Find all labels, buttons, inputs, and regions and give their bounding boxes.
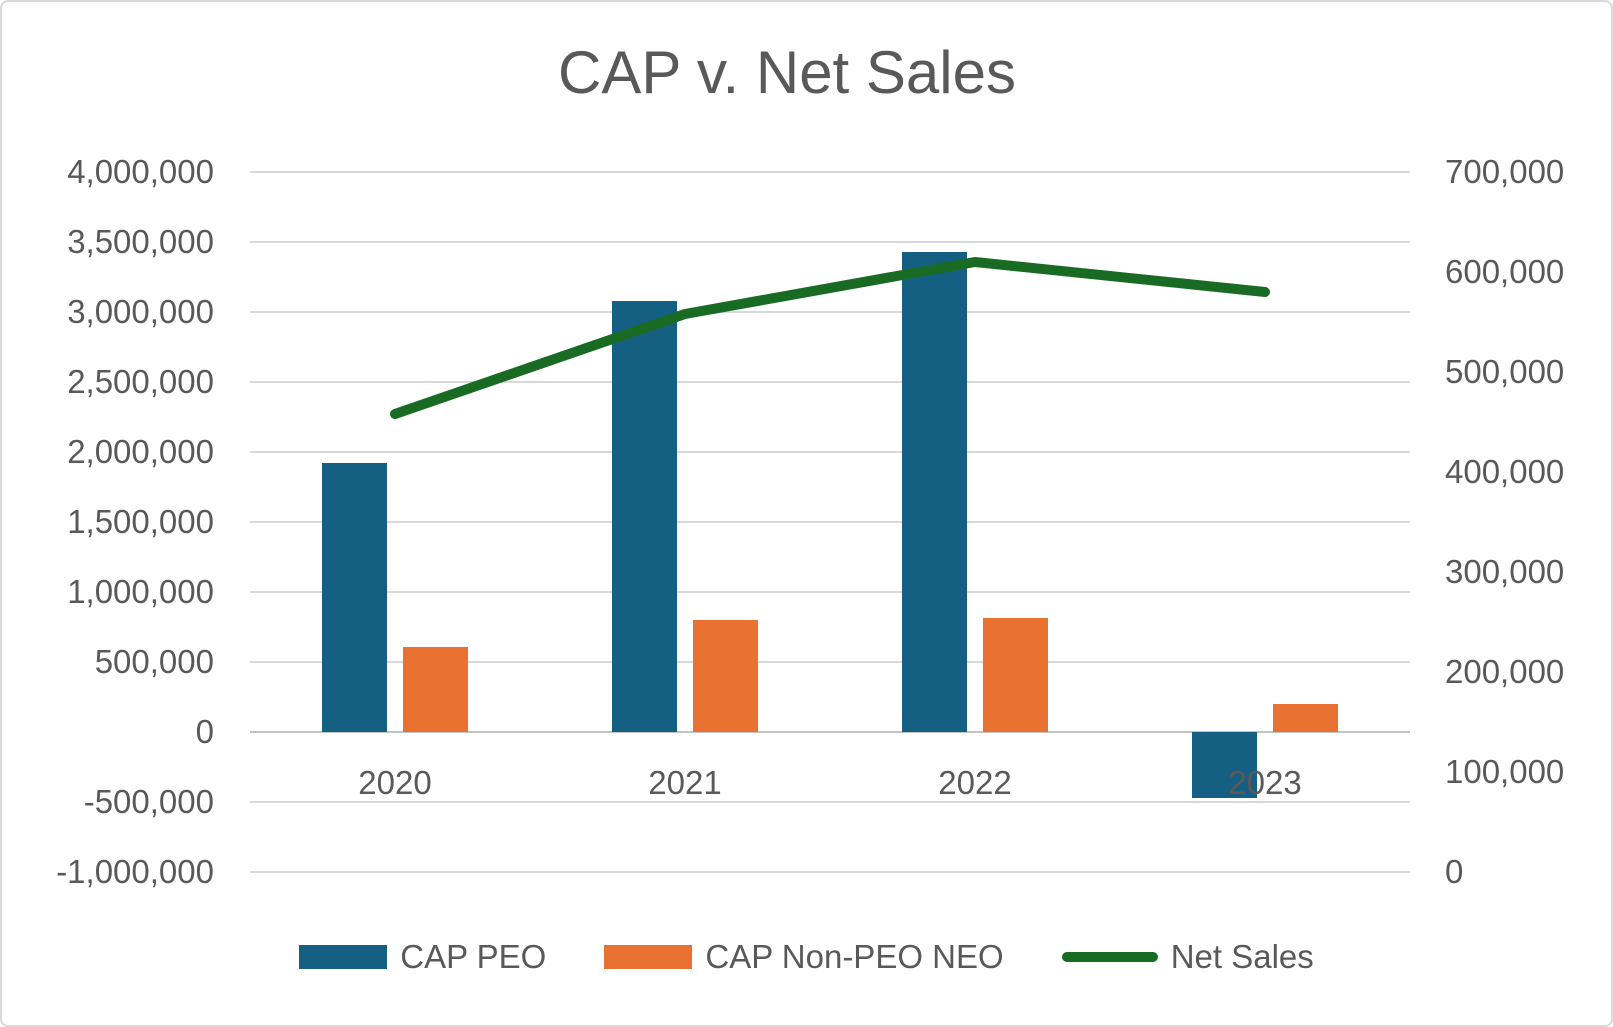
right-axis-tick-label: 0 (1445, 853, 1464, 890)
gridline (250, 661, 1410, 663)
x-axis-label: 2020 (358, 764, 432, 801)
bar-cap-peo-2023 (1192, 732, 1257, 798)
left-axis-tick-label: 2,000,000 (67, 433, 214, 470)
legend-item-net-sales: Net Sales (1061, 938, 1314, 976)
bar-cap-peo-2021 (612, 300, 677, 732)
gridline (250, 311, 1410, 313)
bar-cap-non-peo-neo-2021 (693, 620, 758, 732)
legend-label: Net Sales (1170, 938, 1314, 975)
left-axis-tick-label: 500,000 (94, 643, 214, 680)
right-axis-tick-label: 700,000 (1445, 153, 1565, 190)
legend-label: CAP Non-PEO NEO (705, 938, 1004, 975)
legend-item-cap-non-peo-neo: CAP Non-PEO NEO (604, 938, 1004, 976)
gridline (250, 381, 1410, 383)
gridline (250, 451, 1410, 453)
bar-cap-non-peo-neo-2020 (403, 646, 468, 732)
bar-cap-non-peo-neo-2022 (983, 617, 1048, 732)
right-axis-tick-label: 300,000 (1445, 553, 1565, 590)
gridline (250, 731, 1410, 733)
legend: CAP PEO CAP Non-PEO NEO Net Sales (2, 938, 1611, 976)
right-axis-tick-label: 500,000 (1445, 353, 1565, 390)
left-axis-tick-label: 2,500,000 (67, 363, 214, 400)
gridline (250, 591, 1410, 593)
x-axis-label: 2022 (938, 764, 1012, 801)
right-axis-tick-label: 200,000 (1445, 653, 1565, 690)
left-axis-tick-label: 3,000,000 (67, 293, 214, 330)
left-axis-tick-label: 1,000,000 (67, 573, 214, 610)
right-axis-tick-label: 100,000 (1445, 753, 1565, 790)
x-axis-label: 2023 (1228, 764, 1302, 801)
gridline (250, 871, 1410, 873)
left-axis-tick-label: -1,000,000 (56, 853, 214, 890)
left-axis-tick-label: -500,000 (83, 783, 214, 820)
right-axis-tick-label: 400,000 (1445, 453, 1565, 490)
bar-cap-peo-2022 (902, 251, 967, 732)
gridline (250, 521, 1410, 523)
legend-label: CAP PEO (400, 938, 547, 975)
right-axis-tick-label: 600,000 (1445, 253, 1565, 290)
bar-cap-non-peo-neo-2023 (1273, 704, 1338, 732)
gridline (250, 801, 1410, 803)
gridline (250, 171, 1410, 173)
legend-color-swatch (604, 945, 693, 969)
bar-cap-peo-2020 (322, 463, 387, 732)
legend-color-swatch (299, 945, 388, 969)
legend-line-swatch (1061, 952, 1158, 962)
left-axis-tick-label: 1,500,000 (67, 503, 214, 540)
net-sales-line (390, 257, 1270, 419)
legend-item-cap-peo: CAP PEO (299, 938, 546, 976)
chart-title: CAP v. Net Sales (558, 39, 1016, 106)
left-axis-tick-label: 4,000,000 (67, 153, 214, 190)
gridline (250, 241, 1410, 243)
left-axis-tick-label: 0 (195, 713, 214, 750)
x-axis-label: 2021 (648, 764, 722, 801)
left-axis-tick-label: 3,500,000 (67, 223, 214, 260)
